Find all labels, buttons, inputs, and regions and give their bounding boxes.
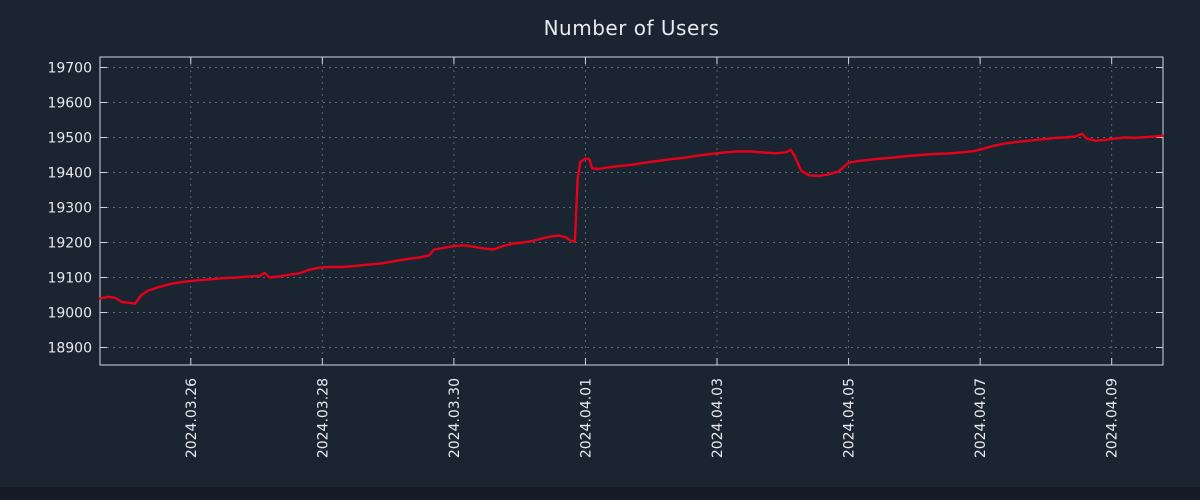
chart-title: Number of Users (543, 16, 720, 40)
x-tick-label: 2024.04.03 (710, 378, 726, 458)
series-line-number-of-users (98, 132, 1165, 305)
y-tick-label: 19600 (47, 96, 92, 112)
y-tick-label: 19300 (47, 201, 92, 217)
y-tick-label: 19700 (47, 61, 92, 77)
x-tick-label: 2024.04.09 (1105, 378, 1121, 458)
x-tick-label: 2024.03.30 (447, 378, 463, 458)
footer-bar (0, 487, 1200, 500)
x-tick-label: 2024.04.01 (578, 378, 594, 458)
y-tick-label: 19400 (47, 166, 92, 182)
x-tick-label: 2024.04.07 (973, 378, 989, 458)
plot-frame (99, 56, 1164, 366)
x-tick-label: 2024.03.28 (315, 378, 331, 458)
y-tick-label: 19200 (47, 236, 92, 252)
x-tick-label: 2024.04.05 (842, 378, 858, 458)
y-tick-label: 18900 (47, 341, 92, 357)
y-tick-label: 19000 (47, 306, 92, 322)
y-tick-label: 19100 (47, 271, 92, 287)
y-tick-label: 19500 (47, 131, 92, 147)
x-tick-label: 2024.03.26 (184, 378, 200, 458)
